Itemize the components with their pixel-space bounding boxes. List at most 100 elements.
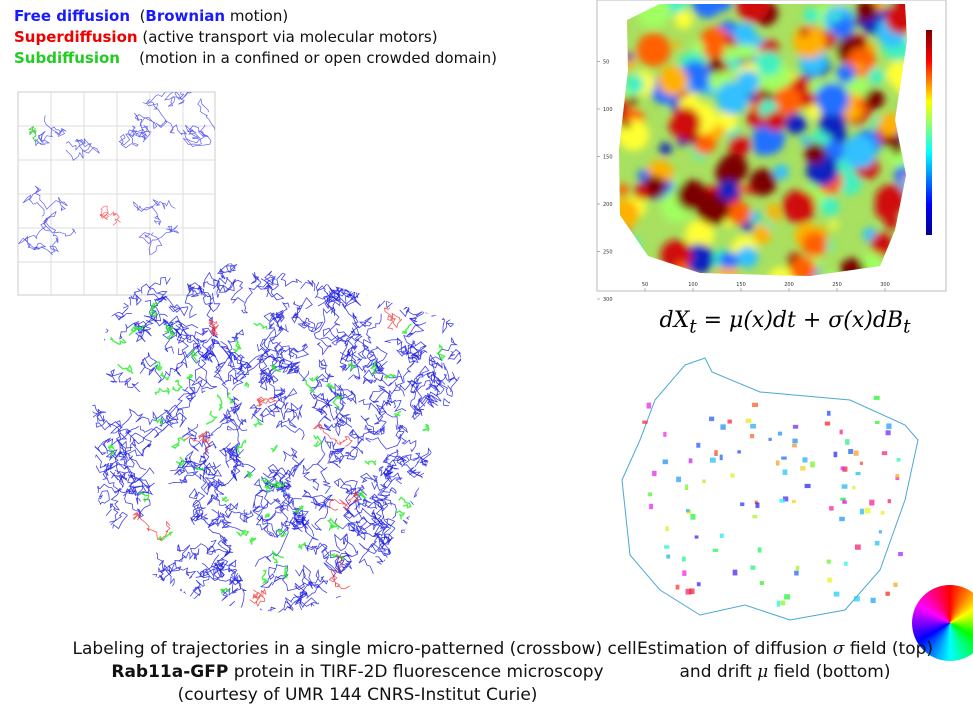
drift-dot <box>663 459 668 464</box>
drift-dot <box>827 411 831 416</box>
trajectory <box>327 384 336 389</box>
eq-sub: t <box>903 316 910 337</box>
heat-patch <box>865 89 885 109</box>
heat-patch <box>753 226 771 244</box>
trajectory <box>370 382 397 402</box>
drift-dot <box>750 565 755 569</box>
heat-patch <box>773 164 788 179</box>
trajectory <box>363 346 387 384</box>
drift-dot <box>780 601 785 606</box>
drift-dot <box>840 498 846 501</box>
drift-dot <box>733 570 738 576</box>
drift-dot <box>805 484 811 488</box>
trajectory <box>424 498 456 528</box>
trajectory <box>227 443 244 467</box>
left-caption: Labeling of trajectories in a single mic… <box>0 638 715 707</box>
drift-dot <box>841 466 845 470</box>
drift-dot <box>737 450 741 453</box>
drift-dot <box>663 432 666 437</box>
drift-dot <box>713 549 719 552</box>
colorbar <box>926 30 932 235</box>
right-caption: Estimation of diffusion σ field (top) an… <box>625 638 945 684</box>
drift-dot <box>860 509 864 515</box>
heat-patch <box>718 180 739 201</box>
heat-patch <box>728 202 751 225</box>
symbol: σ <box>833 639 845 659</box>
heat-patch <box>801 136 811 146</box>
drift-dot <box>893 583 897 587</box>
drift-dot <box>852 486 855 489</box>
drift-dot <box>750 434 754 438</box>
drift-dot <box>898 552 903 556</box>
trajectory <box>316 360 334 383</box>
trajectory <box>404 290 441 316</box>
heat-patch <box>800 27 810 37</box>
trajectory <box>433 458 460 475</box>
legend-row: Subdiffusion (motion in a confined or op… <box>14 48 497 69</box>
trajectory <box>110 337 125 344</box>
heat-patch <box>628 96 638 106</box>
trajectory <box>439 517 466 539</box>
trajectory <box>292 298 313 323</box>
trajectory <box>245 382 248 387</box>
caption-line: (courtesy of UMR 144 CNRS-Institut Curie… <box>0 684 715 707</box>
trajectory <box>173 380 182 391</box>
trajectory <box>403 324 412 333</box>
trajectory <box>327 448 343 467</box>
trajectory <box>418 267 456 302</box>
trajectory <box>449 414 471 447</box>
heat-patch <box>708 58 723 73</box>
text: field (top) <box>844 639 933 659</box>
drift-field <box>642 396 903 607</box>
trajectory <box>218 396 222 410</box>
trajectory <box>120 472 154 495</box>
text: Brownian <box>145 7 225 25</box>
x-tick-label: 150 <box>736 282 746 288</box>
trajectory <box>223 497 229 502</box>
trajectory <box>378 460 399 506</box>
trajectory <box>273 244 329 268</box>
y-tick-label: 200 <box>603 202 613 208</box>
trajectory <box>260 607 289 631</box>
trajectory <box>310 379 339 401</box>
trajectory <box>206 411 217 424</box>
heat-patch <box>677 180 708 211</box>
drift-dot <box>881 511 885 515</box>
heat-patch <box>802 232 827 257</box>
drift-dot <box>768 438 771 441</box>
trajectory <box>220 399 248 431</box>
heat-patch <box>737 246 758 267</box>
drift-dot <box>784 594 790 599</box>
caption-line: Rab11a-GFP protein in TIRF-2D fluorescen… <box>0 661 715 684</box>
drift-dot <box>720 455 723 461</box>
drift-dot <box>714 450 717 456</box>
heat-patch <box>675 11 693 29</box>
trajectory <box>395 511 404 520</box>
heat-patch <box>767 203 780 216</box>
drift-dot <box>854 451 859 456</box>
y-tick-label: 100 <box>603 107 613 113</box>
trajectory <box>262 570 267 582</box>
trajectory <box>380 566 433 608</box>
drift-dot <box>750 424 756 429</box>
trajectory <box>242 272 261 313</box>
trajectory <box>374 272 405 292</box>
trajectory <box>195 339 219 392</box>
trajectory <box>254 323 267 329</box>
text: Estimation of diffusion <box>637 639 833 659</box>
trajectory <box>337 389 356 415</box>
drift-dot <box>702 479 705 483</box>
heat-patch <box>855 63 863 71</box>
drift-dot <box>740 502 744 506</box>
drift-dot <box>882 451 887 455</box>
heat-patch <box>624 74 644 94</box>
trajectory <box>106 370 140 392</box>
text: field (bottom) <box>768 662 890 682</box>
drift-dot <box>840 430 843 435</box>
trajectory <box>448 347 468 364</box>
heat-patch <box>733 23 756 46</box>
trajectory <box>218 263 237 279</box>
heat-patch <box>868 68 885 85</box>
trajectory <box>317 543 338 580</box>
drift-dot <box>796 566 799 571</box>
